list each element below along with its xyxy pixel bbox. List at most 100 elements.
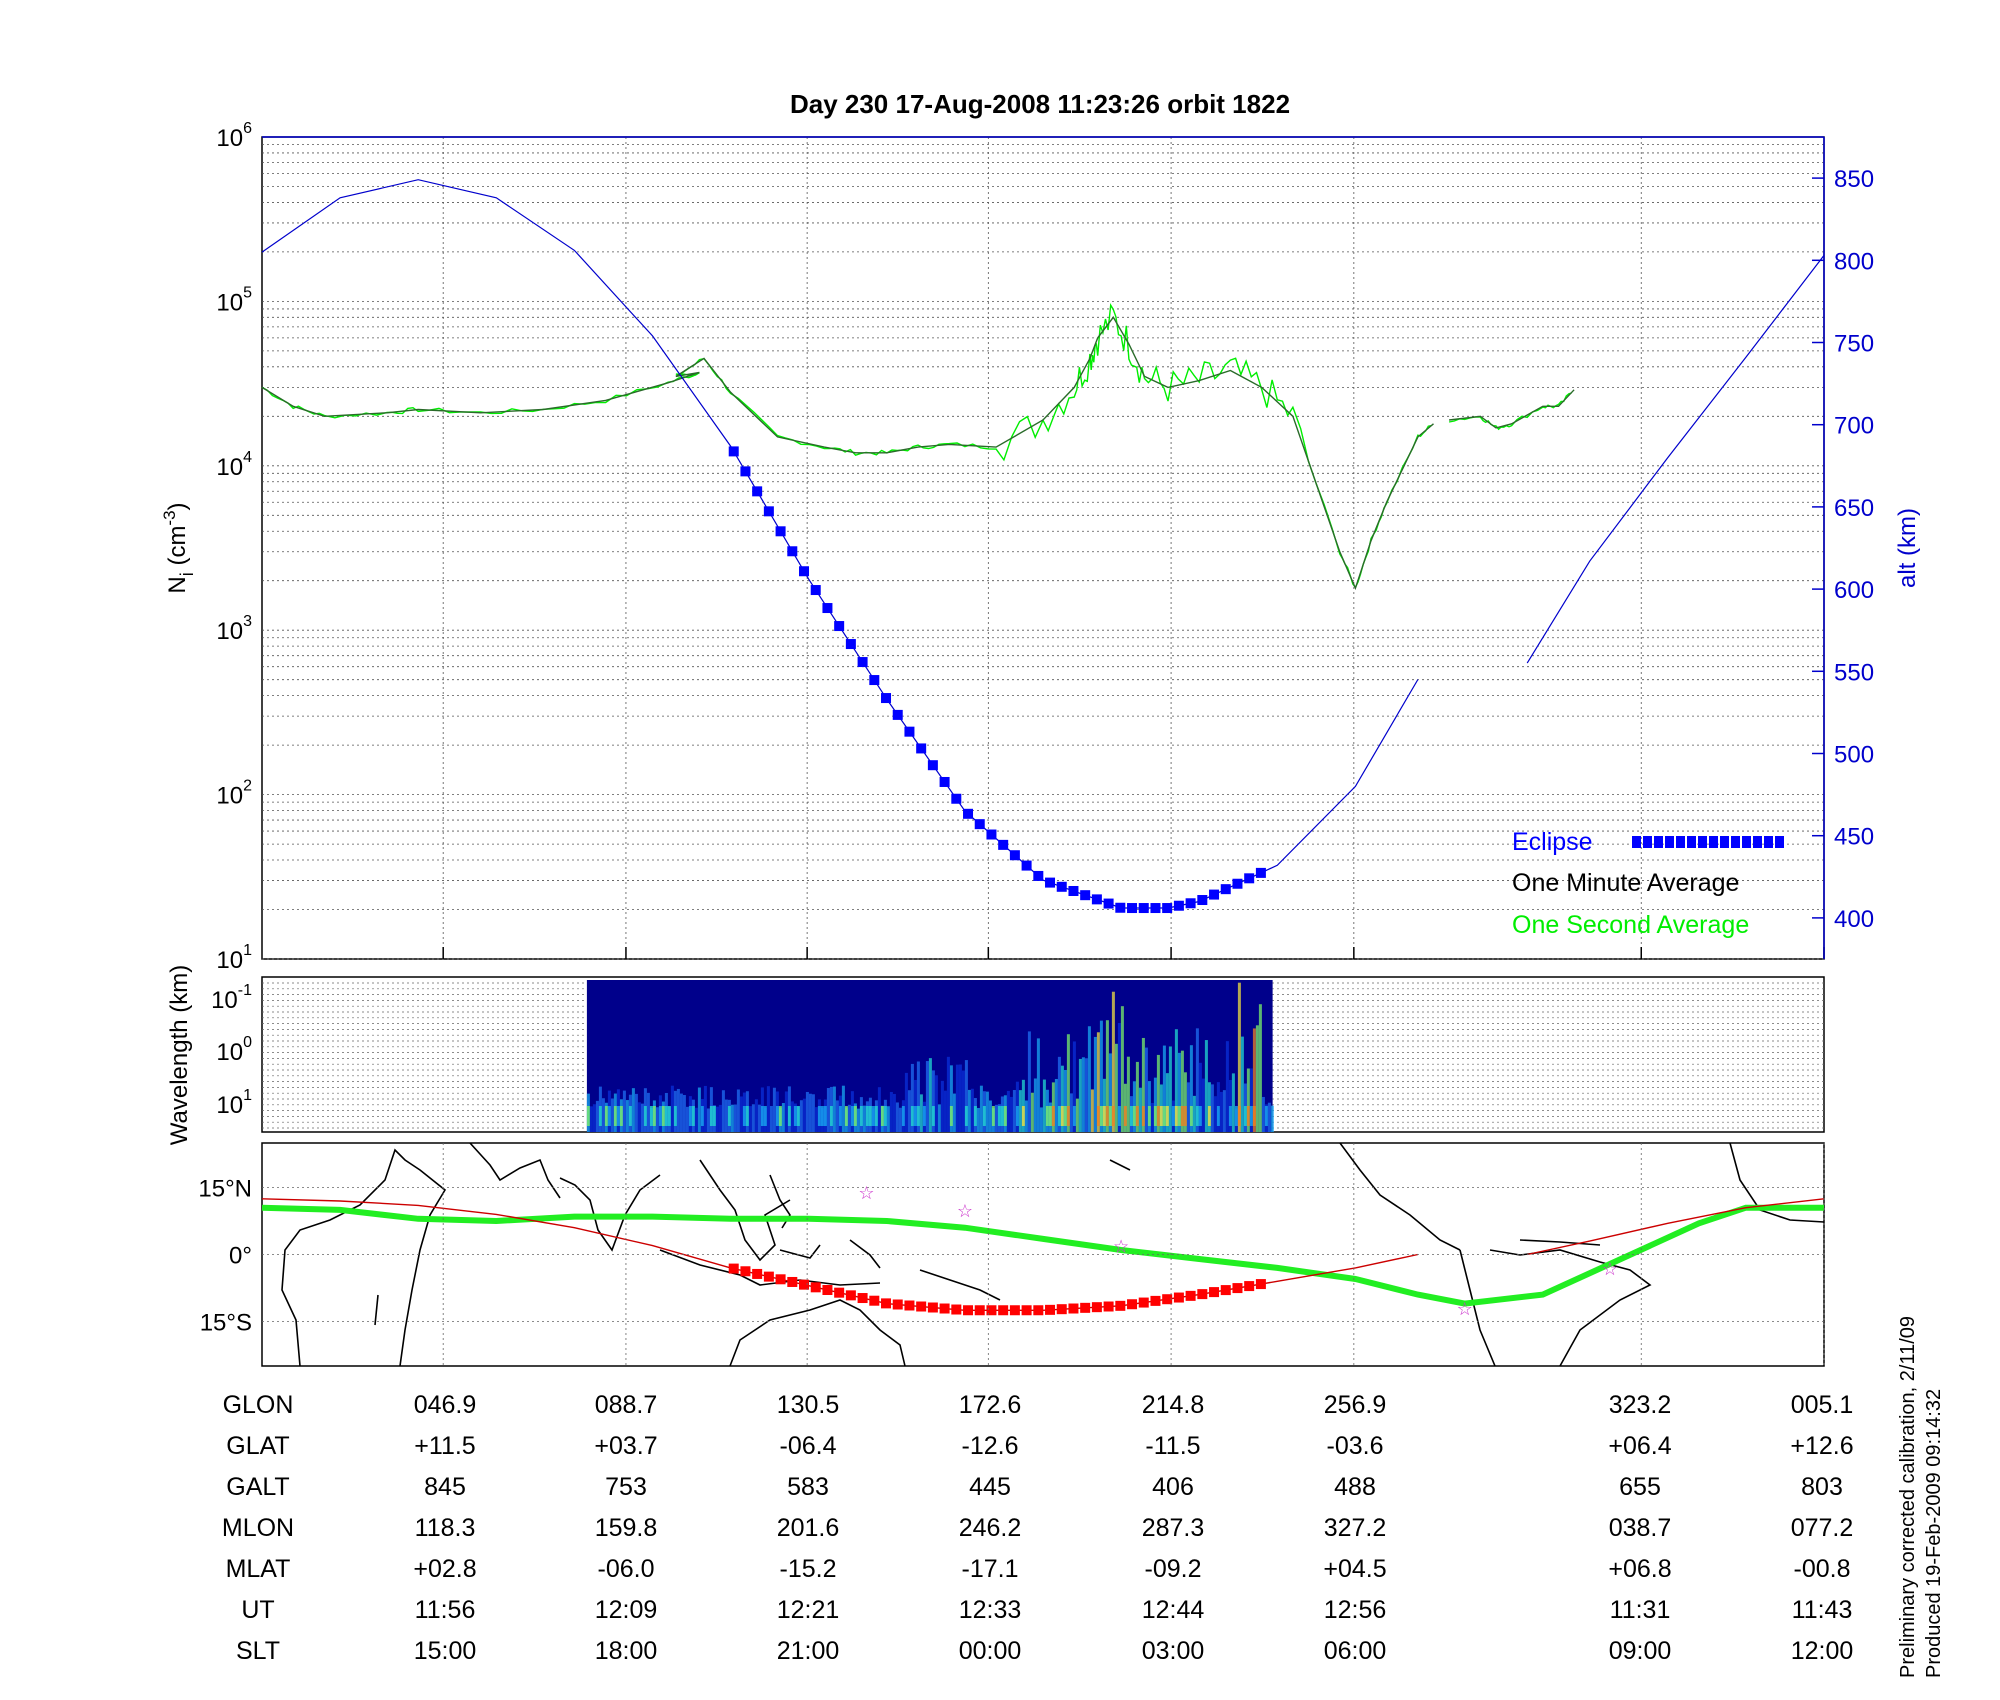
spectrogram-low-band [1243, 1106, 1247, 1126]
table-cell: 287.3 [1142, 1514, 1205, 1542]
track-eclipse-marker [892, 1299, 903, 1310]
eclipse-marker [1045, 877, 1056, 888]
eclipse-marker [1232, 878, 1243, 889]
spectrogram-column [1255, 1025, 1259, 1132]
orbit-table: GLON 046.9 088.7 130.5 172.6 214.8 256.9 323.2 0… [222, 1391, 1854, 1665]
spectrogram-ytick-label: 101 [216, 1087, 252, 1119]
spectrogram-low-band [1153, 1106, 1157, 1126]
spectrogram-low-band [1000, 1106, 1004, 1126]
density-ytick-exp: 5 [243, 284, 252, 301]
spectrogram-column [1195, 1028, 1199, 1132]
track-eclipse-marker [1009, 1305, 1020, 1316]
spectrogram-column [721, 1090, 725, 1132]
eclipse-marker [939, 776, 950, 787]
spectrogram-low-band [742, 1106, 746, 1126]
footnote-line1: Preliminary corrected calibration, 2/11/… [1897, 1316, 1919, 1678]
spectrogram-column [1189, 1045, 1193, 1132]
spectrogram-column [706, 1108, 710, 1132]
spectrogram-column [910, 1063, 914, 1132]
legend-eclipse-square [1654, 836, 1663, 848]
table-cell: 159.8 [595, 1514, 658, 1542]
table-cell: 118.3 [415, 1514, 476, 1542]
table-cell: 172.6 [959, 1391, 1022, 1419]
spectrogram-low-band [883, 1106, 887, 1126]
spectrogram-column [952, 1093, 956, 1132]
map-yticks: 15°N 0° 15°S [198, 1143, 1825, 1366]
spectrogram-column [1036, 1038, 1040, 1132]
eclipse-marker [998, 839, 1009, 850]
table-cell: 00:00 [959, 1637, 1022, 1665]
table-cell: +03.7 [594, 1432, 657, 1460]
spectrogram-column [826, 1088, 830, 1132]
eclipse-marker [881, 693, 892, 704]
eclipse-marker [799, 566, 810, 577]
track-eclipse-marker [1173, 1292, 1184, 1303]
spectrogram-column [1030, 1092, 1034, 1132]
track-eclipse-marker [1232, 1283, 1243, 1294]
track-eclipse-marker [939, 1303, 950, 1314]
spectrogram-column [892, 1093, 896, 1132]
spectrogram-column [1204, 1040, 1208, 1132]
eclipse-marker [892, 709, 903, 720]
spectrogram-low-band [1099, 1106, 1103, 1126]
track-eclipse-marker [869, 1295, 880, 1306]
track-eclipse-marker [1197, 1289, 1208, 1300]
spectrogram-column [994, 1104, 998, 1132]
track-eclipse [728, 1263, 1266, 1316]
spectrogram-low-band [865, 1106, 869, 1126]
density-ytick-label: 101 [216, 942, 252, 974]
eclipse-marker [1244, 873, 1255, 884]
eclipse-marker [1127, 903, 1138, 914]
spectrogram-column [1027, 1031, 1031, 1132]
spectrogram-low-band [775, 1106, 779, 1126]
spectrogram-column [1114, 1043, 1118, 1132]
density-ytick-exp: 4 [243, 449, 252, 466]
series-one-minute-average [261, 316, 1575, 591]
track-eclipse-marker [1080, 1302, 1091, 1313]
spectrogram-column [913, 1079, 917, 1132]
spectrogram-column [1120, 1006, 1124, 1132]
spectrogram-low-band [910, 1106, 914, 1126]
eclipse-marker [1162, 903, 1173, 914]
legend-eclipse-square [1643, 836, 1652, 848]
table-row-label: SLT [236, 1637, 280, 1665]
spectrogram-low-band [823, 1106, 827, 1126]
track-eclipse-marker [881, 1298, 892, 1309]
track-eclipse-marker [951, 1304, 962, 1315]
spectrogram-low-band [1252, 1106, 1256, 1126]
coast-australia [729, 1299, 906, 1367]
spectrogram-column [1039, 1107, 1043, 1132]
spectrogram-low-band [793, 1106, 797, 1126]
spectrogram-column [784, 1091, 788, 1132]
spectrogram-low-band [628, 1106, 632, 1126]
spectrogram-column [961, 1070, 965, 1132]
spectrogram-column [1174, 1029, 1178, 1132]
spectrogram-column [1087, 1026, 1091, 1132]
spectrogram-column [799, 1100, 803, 1132]
spectrogram-column [1135, 1061, 1139, 1132]
table-cell: 803 [1801, 1473, 1843, 1501]
spectrogram-low-band [712, 1106, 716, 1126]
density-ytick-label: 103 [216, 613, 252, 645]
spectrogram-column [790, 1101, 794, 1132]
spectrogram-column [937, 1104, 941, 1132]
spectrogram-low-band [916, 1106, 920, 1126]
coast-japan [1109, 1159, 1131, 1171]
spectrogram-column [976, 1107, 980, 1132]
spectrogram-low-band [820, 1106, 824, 1126]
spectrogram-column [655, 1107, 659, 1132]
spectrogram-ytick-exp: -1 [238, 982, 252, 999]
spectrogram-column [955, 1064, 959, 1132]
eclipse-marker [869, 675, 880, 686]
spectrogram-column [1246, 1068, 1250, 1132]
table-cell: -11.5 [1145, 1432, 1200, 1460]
spectrogram-low-band [1264, 1106, 1268, 1126]
table-cell: 18:00 [595, 1637, 658, 1665]
spectrogram-column [862, 1105, 866, 1132]
spectrogram-column [1228, 1079, 1232, 1132]
map-ytick-label: 15°N [198, 1176, 252, 1203]
track-eclipse-marker [1033, 1305, 1044, 1316]
eclipse-marker [986, 829, 997, 840]
spectrogram-low-band [1195, 1106, 1199, 1126]
